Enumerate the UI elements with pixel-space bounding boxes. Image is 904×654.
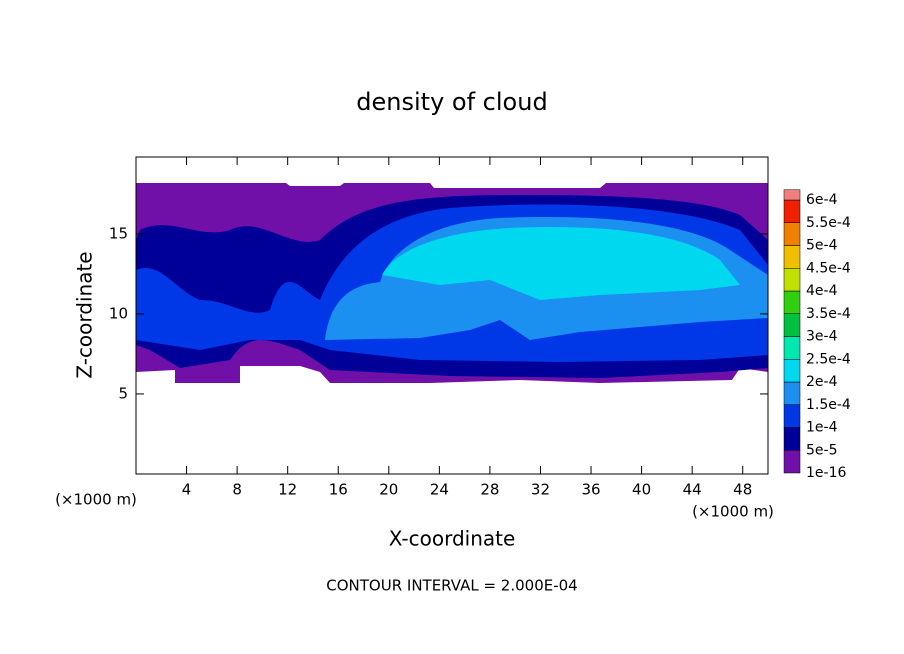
x-tick-label: 36 [581,481,600,499]
x-tick-label: 28 [480,481,499,499]
colorbar-cell [783,290,801,314]
x-tick-label: 40 [632,481,651,499]
x-unit-label: (×1000 m) [55,491,137,509]
x-tick-label: 44 [683,481,702,499]
colorbar-cell [783,222,801,246]
colorbar-label: 1.5e-4 [806,397,851,413]
colorbar-label: 4e-4 [806,283,838,299]
colorbar-cell [783,404,801,428]
y-axis-label: Z-coordinate [73,251,97,378]
colorbar-cell [783,199,801,223]
colorbar-label: 6e-4 [806,192,838,208]
colorbar-cell [783,268,801,292]
x-axis-label: X-coordinate [389,527,516,551]
x-tick-label: 4 [182,481,192,499]
colorbar-cell [783,450,801,474]
y-tick-label: 5 [118,384,128,402]
colorbar-label: 5e-4 [806,238,838,254]
colorbar-label: 1e-16 [806,465,846,481]
y-tick-label: 15 [109,224,128,242]
colorbar-cell [783,381,801,405]
x-tick-label: 16 [329,481,348,499]
colorbar-cell [783,245,801,269]
colorbar-cell [783,189,801,201]
contour-region [382,227,740,300]
colorbar-label: 4.5e-4 [806,260,851,276]
field [136,183,768,383]
colorbar-label: 5.5e-4 [806,215,851,231]
x-tick-label: 48 [733,481,752,499]
colorbar-cell [783,427,801,451]
x-tick-label: 32 [531,481,550,499]
colorbar-cell [783,336,801,360]
x-tick-label: 8 [232,481,242,499]
colorbar-label: 3e-4 [806,329,838,345]
colorbar-cell [783,313,801,337]
chart-title: density of cloud [356,88,547,116]
colorbar-label: 3.5e-4 [806,306,851,322]
colorbar-label: 2e-4 [806,374,838,390]
colorbar-label: 1e-4 [806,420,838,436]
x-tick-label: 20 [379,481,398,499]
y-tick-label: 10 [109,304,128,322]
plot-frame [135,156,769,475]
colorbar-cell [783,359,801,383]
colorbar-label: 2.5e-4 [806,351,851,367]
footer-note: CONTOUR INTERVAL = 2.000E-04 [326,577,577,595]
x-unit-label: (×1000 m) [692,503,774,521]
x-tick-label: 12 [278,481,297,499]
x-tick-label: 24 [430,481,449,499]
colorbar-label: 5e-5 [806,442,837,458]
